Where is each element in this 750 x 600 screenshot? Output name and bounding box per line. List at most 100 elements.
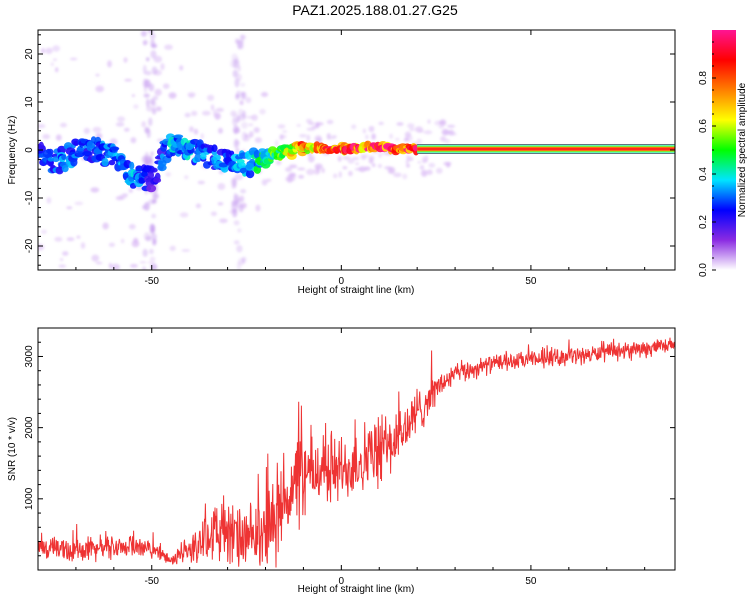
heatmap-cell <box>245 97 252 104</box>
heatmap-cell <box>169 245 176 251</box>
heatmap-cell <box>144 151 149 162</box>
heatmap-cell <box>297 167 306 171</box>
heatmap-cell <box>436 167 443 174</box>
heatmap-cell <box>157 164 167 172</box>
heatmap-cell <box>307 155 315 163</box>
heatmap-cell <box>147 171 155 180</box>
heatmap-cell <box>239 113 246 121</box>
heatmap-cell <box>162 83 170 89</box>
heatmap-cell <box>123 57 128 63</box>
y-tick-label: 3000 <box>24 345 35 368</box>
heatmap-cell <box>179 212 189 218</box>
heatmap-cell <box>111 263 120 270</box>
heatmap-cell <box>215 107 224 112</box>
colorbar-tick-label: 0.4 <box>698 167 709 181</box>
heatmap-cell <box>197 180 205 185</box>
heatmap-cell <box>108 242 115 247</box>
colorbar-tick-label: 0.2 <box>698 215 709 229</box>
heatmap-cell <box>210 104 215 111</box>
heatmap-cell <box>66 206 73 210</box>
heatmap-cell <box>409 127 415 132</box>
heatmap-cell <box>80 242 86 249</box>
heatmap-cell <box>76 146 85 152</box>
heatmap-cell <box>211 150 218 156</box>
heatmap-cell <box>95 85 105 93</box>
heatmap-cell <box>91 254 100 262</box>
heatmap-cell <box>423 130 433 135</box>
heatmap-cell <box>142 266 146 270</box>
colorbar-tick-label: 0.6 <box>698 119 709 133</box>
heatmap-cell <box>121 238 125 244</box>
heatmap-cell <box>217 202 224 206</box>
heatmap-cell <box>378 121 384 125</box>
heatmap-cell <box>133 104 139 109</box>
heatmap-cell <box>54 236 63 242</box>
spectrogram-heatmap <box>38 30 675 274</box>
heatmap-cell <box>128 188 133 193</box>
heatmap-cell <box>59 258 64 262</box>
heatmap-cell <box>333 173 338 179</box>
heatmap-cell <box>217 183 226 190</box>
heatmap-cell <box>427 119 431 124</box>
y-tick-label: 2000 <box>24 416 35 439</box>
heatmap-cell <box>135 186 144 190</box>
heatmap-cell <box>419 165 425 170</box>
snr-line-series <box>38 337 675 568</box>
heatmap-cell <box>407 123 415 129</box>
heatmap-cell <box>74 201 84 206</box>
heatmap-cell <box>348 170 353 177</box>
heatmap-cell <box>66 237 75 242</box>
heatmap-cell <box>92 126 102 133</box>
colorbar-ticks: 0.0 0.2 0.4 0.6 0.8 <box>698 41 716 277</box>
heatmap-cell <box>149 155 153 163</box>
heatmap-cell <box>194 153 202 163</box>
heatmap-cell <box>406 163 410 168</box>
heatmap-cell <box>232 69 239 78</box>
heatmap-cell <box>154 88 162 96</box>
heatmap-cell <box>153 177 162 183</box>
heatmap-cell <box>342 156 351 160</box>
heatmap-cell <box>213 109 217 117</box>
heatmap-cell <box>145 70 152 76</box>
heatmap-cell <box>76 235 81 239</box>
heatmap-cell <box>146 98 150 108</box>
heatmap-cell <box>236 90 242 97</box>
heatmap-cell <box>149 256 156 262</box>
heatmap-cell <box>144 202 150 211</box>
heatmap-cell <box>95 73 100 77</box>
heatmap-cell <box>305 118 313 124</box>
heatmap-cell <box>313 168 320 175</box>
heatmap-cell <box>45 47 53 54</box>
heatmap-cell <box>145 271 149 274</box>
heatmap-cell <box>152 193 159 200</box>
heatmap-cell <box>150 151 154 157</box>
colorbar-gradient <box>712 30 736 270</box>
heatmap-cell <box>151 213 157 219</box>
heatmap-cell <box>117 116 126 122</box>
heatmap-cell <box>347 158 355 164</box>
heatmap-cell <box>230 177 236 187</box>
heatmap-cell <box>150 167 158 173</box>
heatmap-cell <box>142 248 148 257</box>
heatmap-cell <box>139 261 147 264</box>
snr-panel: -50 0 50 1000 2000 3000 Height of straight li… <box>7 327 676 595</box>
heatmap-cell <box>128 224 136 230</box>
colorbar: 0.0 0.2 0.4 0.6 0.8 Normalized spectral ampl… <box>698 30 748 277</box>
heatmap-cell <box>236 261 242 270</box>
heatmap-cell <box>286 175 293 183</box>
snr-line <box>38 337 675 568</box>
heatmap-cell <box>133 237 139 244</box>
heatmap-cell <box>233 124 239 135</box>
heatmap-cell <box>451 132 457 136</box>
y-tick-label: 10 <box>24 96 35 108</box>
heatmap-cell <box>289 164 298 169</box>
heatmap-cell <box>141 121 147 128</box>
heatmap-cell <box>218 127 223 134</box>
heatmap-cell <box>355 162 360 166</box>
heatmap-cell <box>233 220 240 226</box>
snr-x-label: Height of straight line (km) <box>298 584 415 595</box>
colorbar-tick-label: 0.0 <box>698 263 709 277</box>
x-tick-label: 50 <box>525 576 537 587</box>
heatmap-cell <box>421 169 428 177</box>
colorbar-label: Normalized spectral amplitude <box>737 82 748 217</box>
